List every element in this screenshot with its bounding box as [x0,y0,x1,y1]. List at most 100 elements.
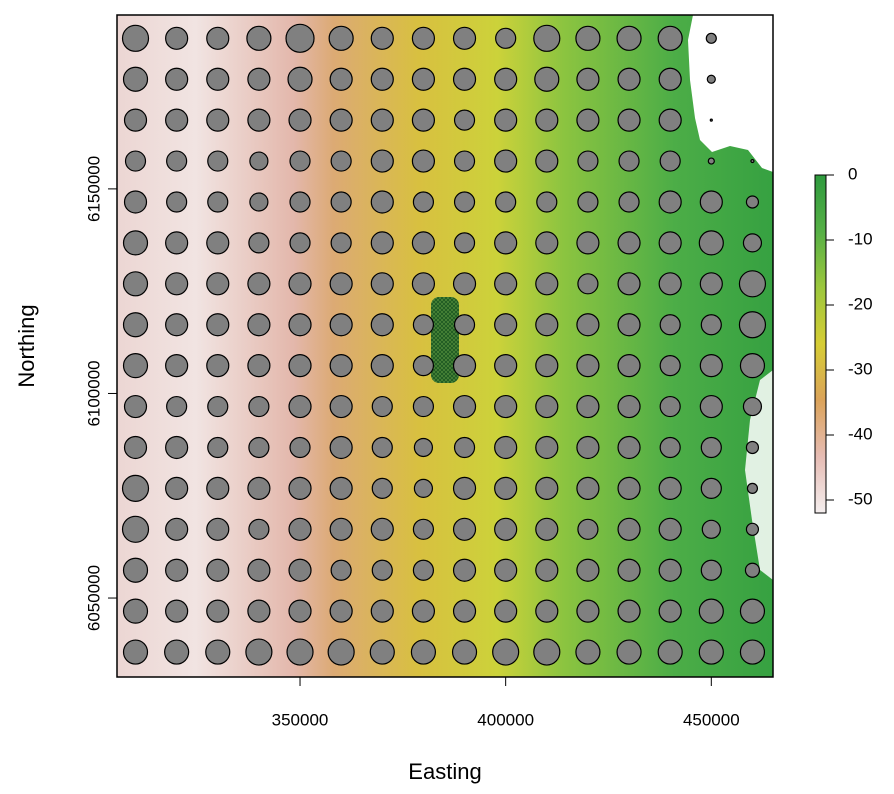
bubble [412,518,435,540]
bubble [289,150,311,172]
bubble [453,191,476,213]
bubble [618,150,640,172]
bubble [699,190,723,214]
bubble [288,313,312,337]
survey-patch [431,297,459,383]
bubble [452,67,477,91]
bubble [658,599,682,623]
bubble [411,599,436,623]
bubble [617,476,641,500]
bubble [329,476,353,500]
bubble [659,314,681,336]
bubble [411,67,436,91]
bubble [371,559,393,581]
bubble [658,190,682,214]
bubble [535,435,559,460]
bubble [658,476,682,500]
bubble [329,108,353,132]
bubble [576,231,600,255]
x-tick-label: 400000 [477,710,534,729]
bubble [329,394,353,419]
bubble [206,67,230,91]
bubble [369,639,395,665]
bubble [452,26,477,50]
bubble [247,108,271,132]
bubble [700,436,722,459]
bubble [165,354,189,378]
bubble [329,67,353,91]
bubble [330,150,352,172]
bubble [495,191,517,213]
bubble [699,394,723,419]
bubble [165,26,189,50]
bubble [411,231,436,255]
bubble [248,395,270,418]
bubble [576,476,600,500]
bubble [533,24,561,52]
bubble [494,231,518,255]
bubble [206,599,230,623]
bubble [370,517,394,541]
bubble [617,67,641,91]
bubble [122,312,149,338]
bubble [328,25,354,51]
bubble [618,191,640,213]
bubble [617,517,641,541]
bubble [709,118,713,122]
bubble [370,354,394,378]
bubble [249,151,269,171]
bubble [742,396,763,417]
bubble [206,517,230,541]
colorbar-tick-label: -50 [848,489,873,508]
bubble [535,149,559,173]
bubble [288,272,312,296]
bubble [288,517,312,541]
bubble [370,313,394,337]
bubble [206,231,230,255]
bubble [371,436,393,459]
bubble [124,150,147,172]
bubble [165,435,189,460]
bubble [288,476,312,500]
bubble [575,25,601,51]
bubble [494,517,518,541]
bubble [288,599,312,623]
bubble [494,108,518,132]
bubble [206,108,230,132]
bubble [206,354,230,378]
bubble [576,67,600,91]
bubble [616,639,642,665]
bubble [698,230,724,256]
bubble [700,314,722,336]
bubble [121,24,150,52]
bubble [247,67,271,91]
bubble [411,149,436,173]
bubble [739,598,766,624]
bubble [657,639,683,665]
bubble [288,108,312,132]
colorbar-tick-label: -30 [848,359,873,378]
y-tick-label: 6050000 [84,565,103,631]
bubble [412,314,435,336]
bubble [412,559,435,581]
bubble [329,435,353,460]
colorbar-tick-label: 0 [848,164,857,183]
bubble [165,558,189,582]
bubble [412,395,435,418]
bubble [705,32,717,44]
bubble [123,108,148,132]
bubble [289,436,311,459]
bubble [165,67,189,91]
bubble [122,271,149,297]
bubble [329,599,353,623]
y-axis-title: Northing [14,304,39,387]
bubble [286,638,314,666]
bubble [206,26,230,50]
bubble [249,192,269,212]
bubble [451,639,478,665]
bubble [248,232,270,254]
bubble [494,149,518,173]
bubble [577,518,599,540]
bubble [205,639,231,665]
